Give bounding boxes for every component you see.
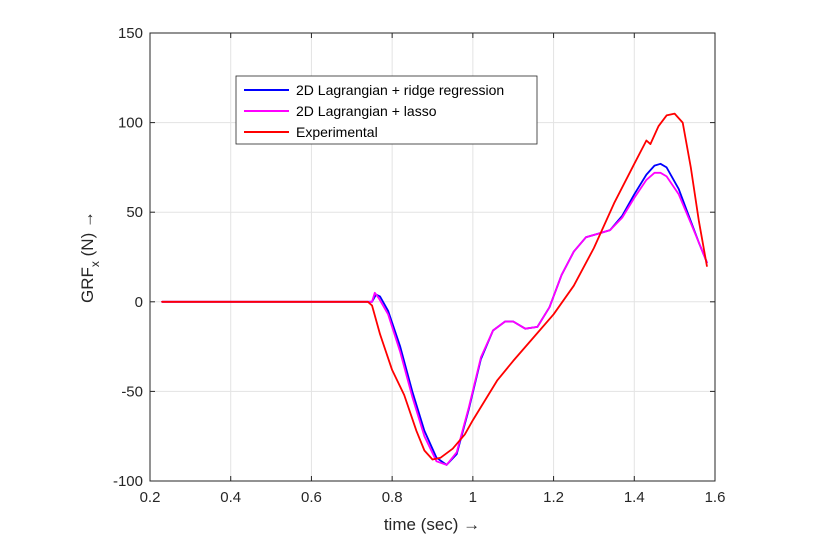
x-tick-label: 0.2 [140,489,161,506]
y-axis-title-main: GRF [78,267,97,303]
x-tick-label: 1.4 [624,489,645,506]
legend-label-1: 2D Lagrangian + ridge regression [296,82,504,98]
legend-label-3: Experimental [296,124,378,140]
y-tick-label: -100 [113,473,143,490]
x-tick-label: 0.8 [382,489,403,506]
x-tick-label: 1.2 [543,489,564,506]
y-axis-title: GRFx (N) → [78,211,102,303]
x-tick-label: 1.6 [705,489,726,506]
x-tick-label: 1 [469,489,477,506]
legend: 2D Lagrangian + ridge regression 2D Lagra… [236,76,537,144]
y-tick-label: -50 [121,383,143,400]
legend-label-2: 2D Lagrangian + lasso [296,103,437,119]
y-tick-label: 100 [118,115,143,132]
y-tick-label: 150 [118,25,143,42]
x-tick-label: 0.4 [220,489,241,506]
y-tick-label: 50 [126,204,143,221]
y-axis-title-rest: (N) → [78,211,97,261]
x-tick-label: 0.6 [301,489,322,506]
x-axis-title: time (sec) → [384,515,480,534]
y-tick-label: 0 [135,294,143,311]
